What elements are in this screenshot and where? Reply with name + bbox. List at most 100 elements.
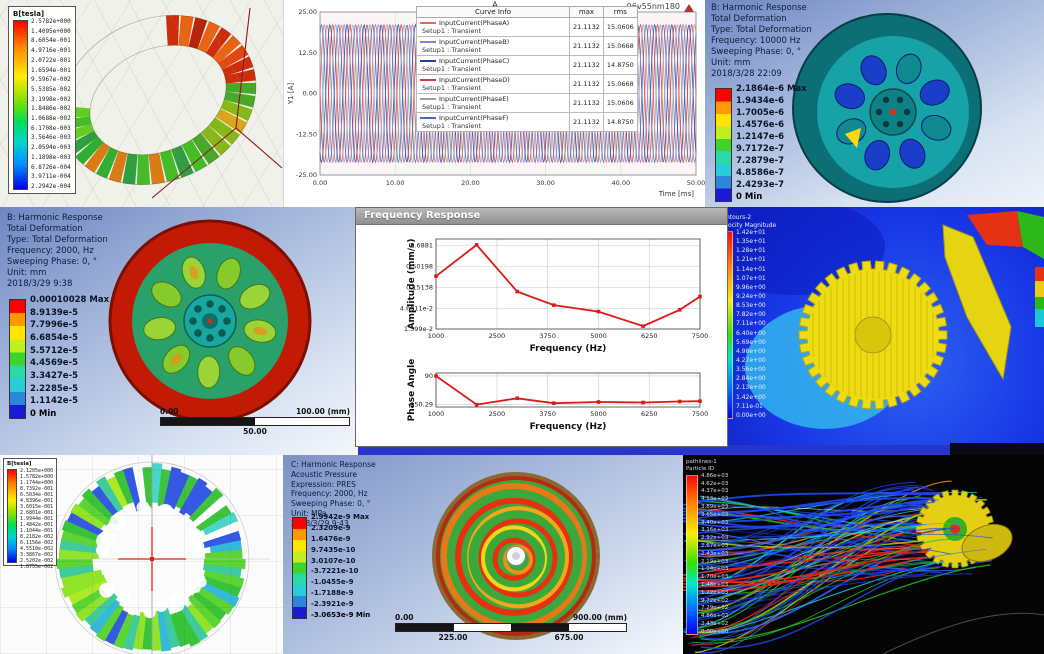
curve-name: InputCurrent(PhaseD)	[439, 76, 510, 84]
curve-name-cell: InputCurrent(PhaseA) Setup1 : Transient	[416, 17, 570, 37]
curve-row: InputCurrent(PhaseC) Setup1 : Transient …	[416, 55, 638, 75]
legend-value: 4.27e+00	[736, 356, 766, 364]
legend-value: 1.9434e-6	[736, 96, 785, 106]
header-line: Unit: MPa	[291, 508, 327, 518]
legend-value: 7.11e+00	[736, 320, 766, 328]
legend-value: 4.86e+03	[701, 472, 729, 479]
ruler-q3: 675.00	[554, 633, 584, 642]
legend-value: 2.1205e+000	[20, 468, 54, 474]
legend-value: 5.5712e-5	[30, 345, 79, 356]
curve-swatch-icon	[420, 79, 436, 81]
legend-title-line1: pathlines-1	[686, 459, 717, 465]
header-line: 2018/3/28 22:09	[711, 69, 782, 80]
legend-title-line2: Velocity Magnitude	[719, 221, 777, 229]
plot-marker-icon	[684, 4, 694, 12]
legend-value: 3.89e+03	[701, 503, 729, 510]
legend-value: 8.6054e-001	[31, 37, 71, 45]
legend-value: 1.22e+03	[701, 589, 729, 596]
header-line: Type: Total Deformation	[711, 25, 812, 36]
legend-value: 3.1998e-002	[31, 95, 71, 103]
curve-setup: Setup1 : Transient	[422, 122, 482, 130]
svg-text:50.00: 50.00	[687, 179, 706, 187]
legend-value: 1.8755e-002	[20, 564, 54, 570]
legend-value: 1.9944e-001	[20, 516, 54, 522]
legend-value: 3.9711e-004	[31, 173, 71, 181]
curve-row: InputCurrent(PhaseE) Setup1 : Transient …	[416, 93, 638, 113]
curve-name-cell: InputCurrent(PhaseC) Setup1 : Transient	[416, 55, 570, 75]
curve-setup: Setup1 : Transient	[422, 103, 482, 111]
deformation-legend: 2.1864e-6 Max 1.9434e-6 1.7005e-6 1.4576e-6…	[715, 84, 807, 202]
svg-text:Frequency (Hz): Frequency (Hz)	[530, 422, 607, 432]
svg-text:4.6011e-2: 4.6011e-2	[400, 304, 433, 312]
legend-value: 6.5034e-001	[20, 492, 54, 498]
legend-value: -1.7188e-9	[311, 589, 354, 598]
legend-value: 1.6594e-001	[31, 66, 71, 74]
legend-value: 4.8396e-001	[20, 498, 54, 504]
flux-colorbar	[7, 469, 17, 563]
legend-value: 4.8586e-7	[736, 168, 785, 178]
legend-value: 5.5385e-002	[31, 85, 71, 93]
current-waveform-chart: A 96v55nm180 25.0012.500.00-12.50-25.000…	[283, 0, 706, 207]
particle-legend: pathlines-1 Particle ID 4.86e+03 4.62e+03…	[686, 459, 728, 635]
curve-setup: Setup1 : Transient	[422, 27, 482, 35]
legend-value: 4.62e+03	[701, 480, 729, 487]
legend-value: 2.43e+03	[701, 550, 729, 557]
cfd-strip	[358, 445, 950, 455]
curve-row: InputCurrent(PhaseB) Setup1 : Transient …	[416, 36, 638, 56]
result-header: B: Harmonic Response Total Deformation Typ…	[7, 213, 108, 290]
legend-value: 1.1142e-5	[30, 396, 79, 407]
legend-value: 1.35e+01	[736, 238, 766, 246]
curve-name-cell: InputCurrent(PhaseF) Setup1 : Transient	[416, 112, 570, 132]
flux-legend-bottom: B[tesla] 2.1205e+000 1.5782e+000 1.1744e+0…	[3, 458, 58, 570]
legend-value: -2.3921e-9	[311, 600, 354, 608]
legend-value: -3.0653e-9 Min	[311, 610, 371, 619]
legend-value: 1.5782e+000	[20, 474, 54, 480]
legend-value: 2.2942e-004	[31, 182, 71, 190]
curve-name: InputCurrent(PhaseC)	[439, 57, 510, 65]
svg-text:-150.29: -150.29	[408, 401, 433, 409]
legend-value: 2.19e+03	[701, 558, 729, 565]
legend-value: 7.2879e-7	[736, 156, 785, 166]
header-line: 2018/3/29 9:38	[7, 279, 73, 290]
window-body: 1000 2500 3750 5000 6250 7500 1.6881 0.50198 0.1…	[356, 224, 727, 446]
flux-legend-title: B[tesla]	[7, 461, 32, 467]
legend-value: 3.3427e-5	[30, 370, 79, 381]
legend-value: 4.4569e-5	[30, 358, 79, 369]
legend-value: 1.94e+03	[701, 566, 729, 573]
legend-value: 6.1708e-003	[31, 124, 71, 132]
legend-value: 3.6015e-001	[20, 504, 54, 510]
svg-text:30.00: 30.00	[536, 179, 555, 187]
curve-rms: 15.0606	[602, 17, 638, 37]
header-line: Frequency: 2000, Hz	[291, 489, 368, 499]
ruler-bar	[160, 417, 350, 426]
header-line: Expression: PRES	[291, 479, 356, 489]
legend-value: 2.3209e-9	[311, 523, 351, 532]
header-line: B: Harmonic Response	[7, 213, 103, 223]
svg-text:3750: 3750	[539, 410, 556, 418]
flux-legend-values: 2.5782e+000 1.4095e+000 8.6054e-001 4.9716e…	[31, 18, 71, 190]
curve-name: InputCurrent(PhaseB)	[439, 38, 510, 46]
curve-rms: 14.8750	[602, 55, 638, 75]
header-line: Acoustic Pressure	[291, 469, 357, 479]
legend-value: 6.40e+00	[736, 329, 766, 337]
svg-text:-25.00: -25.00	[296, 171, 317, 179]
legend-value: 0 Min	[30, 408, 57, 419]
legend-value: 1.7005e-6	[736, 108, 785, 118]
header-line: Total Deformation	[7, 224, 83, 235]
legend-value: 3.56e+00	[736, 366, 766, 374]
curve-max: 21.1132	[569, 74, 604, 94]
legend-value: 7.82e+00	[736, 311, 766, 319]
legend-value: 1.1744e+000	[20, 480, 54, 486]
curve-max: 21.1132	[569, 93, 604, 113]
acoustic-pressure-result: C: Harmonic Response Acoustic Pressure Exp…	[283, 455, 683, 654]
header-line: Unit: mm	[7, 268, 47, 279]
harmonic-response-2000hz: B: Harmonic Response Total Deformation Typ…	[0, 207, 358, 455]
scale-ruler: 0.00 900.00 (mm) 225.00 675.00	[395, 613, 627, 642]
svg-text:1.6881: 1.6881	[410, 241, 433, 249]
legend-value: 2.67e+03	[701, 542, 729, 549]
pressure-legend: 2.9942e-9 Max 2.3209e-9 1.6476e-9 9.7435e-1…	[292, 513, 371, 619]
legend-value: 8.9139e-5	[30, 307, 79, 318]
svg-text:1.399e-2: 1.399e-2	[404, 325, 433, 333]
legend-value: 6.1156e-002	[20, 540, 54, 546]
svg-text:Y1 [A]: Y1 [A]	[287, 83, 295, 105]
